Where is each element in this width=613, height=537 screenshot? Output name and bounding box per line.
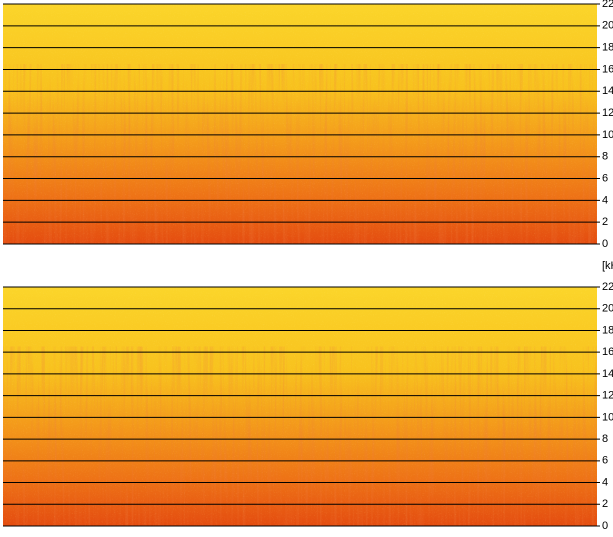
y-tick-label: 22 [602, 0, 613, 10]
y-tick-label: 14 [602, 85, 613, 97]
spectrogram-speckle [3, 4, 597, 244]
y-tick-label: 10 [602, 411, 613, 423]
y-tick-label: 14 [602, 368, 613, 380]
y-tick-label: 16 [602, 346, 613, 358]
y-tick-label: 18 [602, 324, 613, 336]
y-tick-label: 8 [602, 151, 608, 163]
y-tick-label: 8 [602, 433, 608, 445]
y-tick-label: 0 [602, 520, 608, 532]
y-axis-label: [kHz] [602, 260, 613, 272]
y-tick-label: 16 [602, 63, 613, 75]
y-tick-label: 22 [602, 281, 613, 293]
y-tick-label: 2 [602, 498, 608, 510]
y-tick-label: 6 [602, 172, 608, 184]
y-tick-label: 0 [602, 238, 608, 250]
y-tick-label: 10 [602, 129, 613, 141]
y-tick-label: 18 [602, 42, 613, 54]
y-tick-label: 20 [602, 303, 613, 315]
spectrogram-speckle [3, 287, 597, 526]
y-tick-label: 4 [602, 476, 608, 488]
y-tick-label: 4 [602, 194, 608, 206]
y-tick-label: 6 [602, 455, 608, 467]
y-tick-label: 20 [602, 20, 613, 32]
y-tick-label: 12 [602, 390, 613, 402]
y-tick-label: 2 [602, 216, 608, 228]
y-tick-label: 12 [602, 107, 613, 119]
